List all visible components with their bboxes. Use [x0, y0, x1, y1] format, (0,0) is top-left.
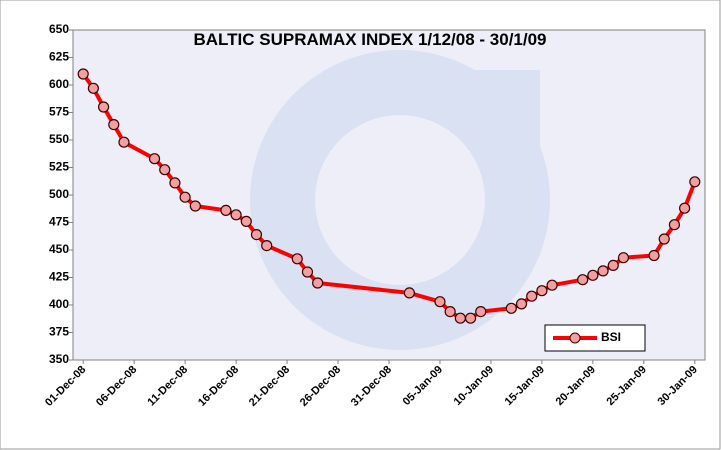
- legend-marker: [569, 332, 581, 344]
- data-point: [291, 253, 303, 265]
- y-tick-label: 525: [49, 160, 69, 174]
- data-point: [668, 219, 681, 231]
- data-point: [189, 200, 201, 212]
- data-point: [607, 259, 619, 271]
- data-point: [454, 312, 466, 324]
- y-tick-label: 600: [49, 77, 69, 91]
- y-tick-label: 650: [49, 22, 69, 36]
- data-point: [464, 312, 477, 324]
- data-point: [648, 249, 660, 262]
- data-point: [597, 265, 609, 277]
- data-point: [169, 177, 181, 189]
- data-point: [312, 277, 324, 289]
- data-point: [159, 164, 171, 176]
- data-point: [536, 285, 548, 297]
- data-point: [444, 306, 456, 318]
- y-tick-label: 350: [49, 352, 69, 366]
- data-point: [108, 118, 120, 131]
- data-point: [617, 252, 630, 264]
- y-tick-label: 400: [49, 297, 69, 311]
- data-point: [577, 274, 589, 286]
- data-point: [515, 298, 528, 310]
- y-tick-label: 550: [49, 132, 69, 146]
- data-point: [97, 101, 110, 113]
- y-tick-label: 475: [49, 215, 69, 229]
- data-point: [148, 153, 161, 165]
- y-tick-label: 500: [49, 187, 69, 201]
- data-point: [658, 233, 670, 245]
- data-point: [434, 296, 446, 308]
- data-point: [689, 176, 701, 188]
- plot-area: [72, 29, 706, 361]
- data-point: [261, 240, 273, 252]
- data-point: [546, 279, 558, 291]
- y-tick-label: 450: [49, 242, 69, 256]
- data-point: [240, 215, 252, 227]
- data-point: [505, 302, 517, 314]
- data-point: [77, 68, 89, 80]
- data-point: [587, 269, 599, 281]
- data-point: [118, 136, 130, 148]
- chart-title: BALTIC SUPRAMAX INDEX 1/12/08 - 30/1/09: [193, 30, 546, 49]
- data-point: [250, 229, 263, 241]
- data-point: [220, 204, 232, 216]
- data-point: [403, 287, 415, 299]
- y-tick-label: 375: [49, 325, 69, 339]
- data-point: [526, 290, 538, 302]
- data-point: [230, 209, 242, 221]
- data-point: [475, 306, 487, 318]
- data-point: [179, 191, 191, 203]
- y-tick-label: 625: [49, 50, 69, 64]
- data-point: [679, 202, 691, 214]
- watermark: [250, 50, 550, 350]
- legend-label: BSI: [601, 330, 621, 344]
- y-tick-label: 425: [49, 270, 69, 284]
- y-tick-label: 575: [49, 105, 69, 119]
- data-point: [301, 266, 314, 278]
- data-point: [87, 82, 99, 94]
